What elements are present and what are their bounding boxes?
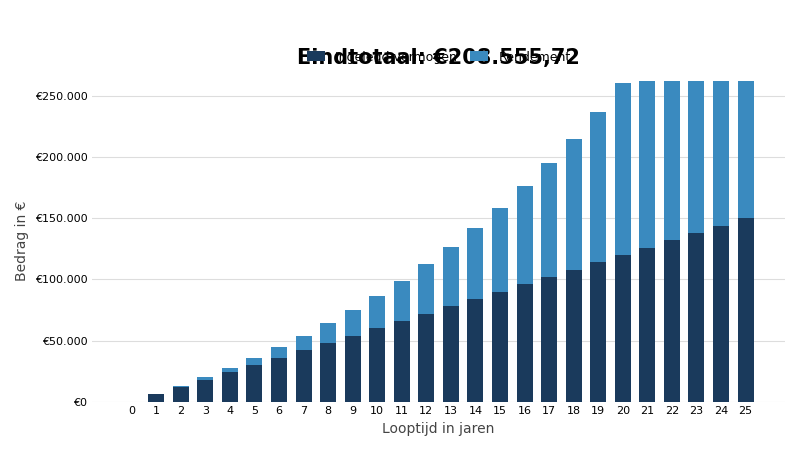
Bar	[370, 296, 385, 328]
Bar	[295, 336, 311, 350]
Bar	[370, 328, 385, 401]
Bar	[713, 0, 729, 226]
Bar	[467, 299, 483, 401]
Bar	[664, 240, 680, 401]
Bar	[541, 163, 557, 277]
Bar	[246, 358, 262, 365]
Bar	[394, 281, 410, 321]
Bar	[467, 228, 483, 299]
X-axis label: Looptijd in jaren: Looptijd in jaren	[382, 422, 494, 436]
Title: Eindtotaal: €208.555,72: Eindtotaal: €208.555,72	[297, 48, 580, 68]
Bar	[394, 321, 410, 401]
Bar	[222, 368, 238, 372]
Bar	[689, 233, 704, 401]
Bar	[345, 310, 361, 336]
Bar	[320, 343, 336, 401]
Bar	[639, 248, 655, 401]
Bar	[713, 226, 729, 401]
Legend: Ingelegd vermogen, Rendement: Ingelegd vermogen, Rendement	[302, 46, 576, 69]
Bar	[271, 358, 287, 401]
Bar	[590, 262, 606, 401]
Bar	[517, 186, 533, 284]
Bar	[198, 380, 214, 401]
Bar	[148, 394, 164, 401]
Bar	[443, 247, 459, 306]
Bar	[418, 264, 434, 313]
Y-axis label: Bedrag in €: Bedrag in €	[15, 201, 29, 281]
Bar	[222, 372, 238, 401]
Bar	[689, 0, 704, 233]
Bar	[566, 270, 582, 401]
Bar	[198, 377, 214, 380]
Bar	[418, 313, 434, 401]
Bar	[345, 336, 361, 401]
Bar	[614, 255, 630, 401]
Bar	[614, 83, 630, 255]
Bar	[590, 112, 606, 262]
Bar	[639, 53, 655, 248]
Bar	[443, 306, 459, 401]
Bar	[320, 323, 336, 343]
Bar	[173, 387, 189, 401]
Bar	[664, 20, 680, 240]
Bar	[738, 218, 754, 401]
Bar	[541, 277, 557, 401]
Bar	[566, 138, 582, 270]
Bar	[738, 0, 754, 218]
Bar	[517, 284, 533, 401]
Bar	[246, 365, 262, 401]
Bar	[492, 292, 508, 401]
Bar	[173, 386, 189, 387]
Bar	[492, 208, 508, 292]
Bar	[271, 347, 287, 358]
Bar	[295, 350, 311, 401]
